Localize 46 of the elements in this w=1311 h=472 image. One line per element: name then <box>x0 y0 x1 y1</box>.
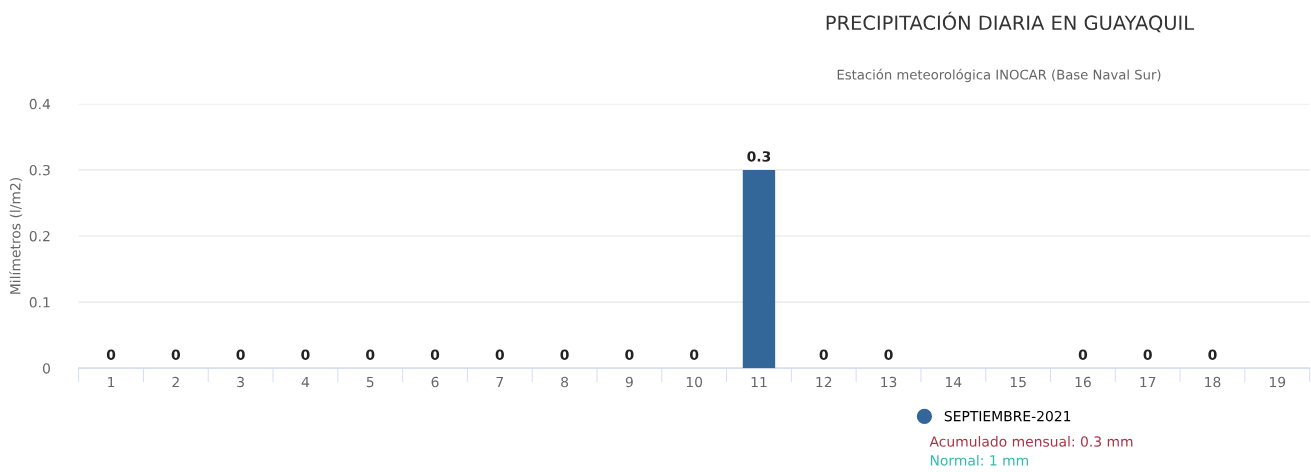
x-tick-label: 3 <box>237 376 244 388</box>
y-tick-label: 0.1 <box>29 297 50 308</box>
data-label: 0 <box>884 349 893 360</box>
x-tick-label: 6 <box>431 376 439 388</box>
data-label: 0 <box>430 349 440 360</box>
x-tick-label: 12 <box>816 376 832 388</box>
text: Acumulado mensual: 0.3 mm <box>929 436 1133 447</box>
y-axis-title: Milímetros (l/m2) <box>9 178 23 294</box>
x-tick-label: 7 <box>496 376 504 388</box>
y-tick-label: 0.2 <box>29 230 50 242</box>
x-tick-label: 11 <box>751 376 767 388</box>
data-label: 0 <box>106 349 116 360</box>
chart-subtitle: Estación meteorológica INOCAR (Base Naval Sur) <box>837 68 1161 83</box>
data-label: 0 <box>236 349 245 360</box>
x-tick-label: 10 <box>686 376 703 388</box>
x-tick-label: 4 <box>301 376 310 388</box>
data-label: 0.3 <box>747 151 771 162</box>
data-label: 0 <box>301 349 310 360</box>
data-label: 0 <box>690 349 699 360</box>
legend-label: SEPTIEMBRE-2021 <box>944 410 1071 422</box>
data-label: 0 <box>1078 349 1088 360</box>
x-tick-label: 9 <box>625 376 633 388</box>
x-tick-label: 18 <box>1205 376 1221 388</box>
y-tick-label: 0.3 <box>29 164 50 176</box>
data-label: 0 <box>819 349 828 360</box>
data-label: 0 <box>1208 349 1217 360</box>
x-tick-label: 8 <box>561 376 569 388</box>
x-tick-label: 5 <box>366 376 374 388</box>
chart-title: PRECIPITACIÓN DIARIA EN GUAYAQUIL <box>826 11 1194 33</box>
x-tick-label: 15 <box>1010 376 1026 388</box>
x-tick-label: 14 <box>946 376 962 388</box>
x-tick-label: 1 <box>108 376 115 388</box>
data-label: 0 <box>625 349 634 360</box>
y-tick-label: 0 <box>42 363 50 374</box>
text: Normal: 1 mm <box>930 454 1028 466</box>
x-tick-label: 17 <box>1140 376 1156 388</box>
data-label: 0 <box>366 349 375 360</box>
data-label: 0 <box>1143 349 1152 360</box>
data-label: 0 <box>560 349 569 360</box>
y-tick-label: 0.4 <box>29 98 51 110</box>
x-tick-label: 16 <box>1075 376 1091 388</box>
data-label: 0 <box>495 349 504 360</box>
data-label: 0 <box>171 349 181 360</box>
x-tick-label: 2 <box>172 376 179 388</box>
x-tick-label: 13 <box>881 376 897 388</box>
x-tick-label: 19 <box>1269 376 1286 388</box>
